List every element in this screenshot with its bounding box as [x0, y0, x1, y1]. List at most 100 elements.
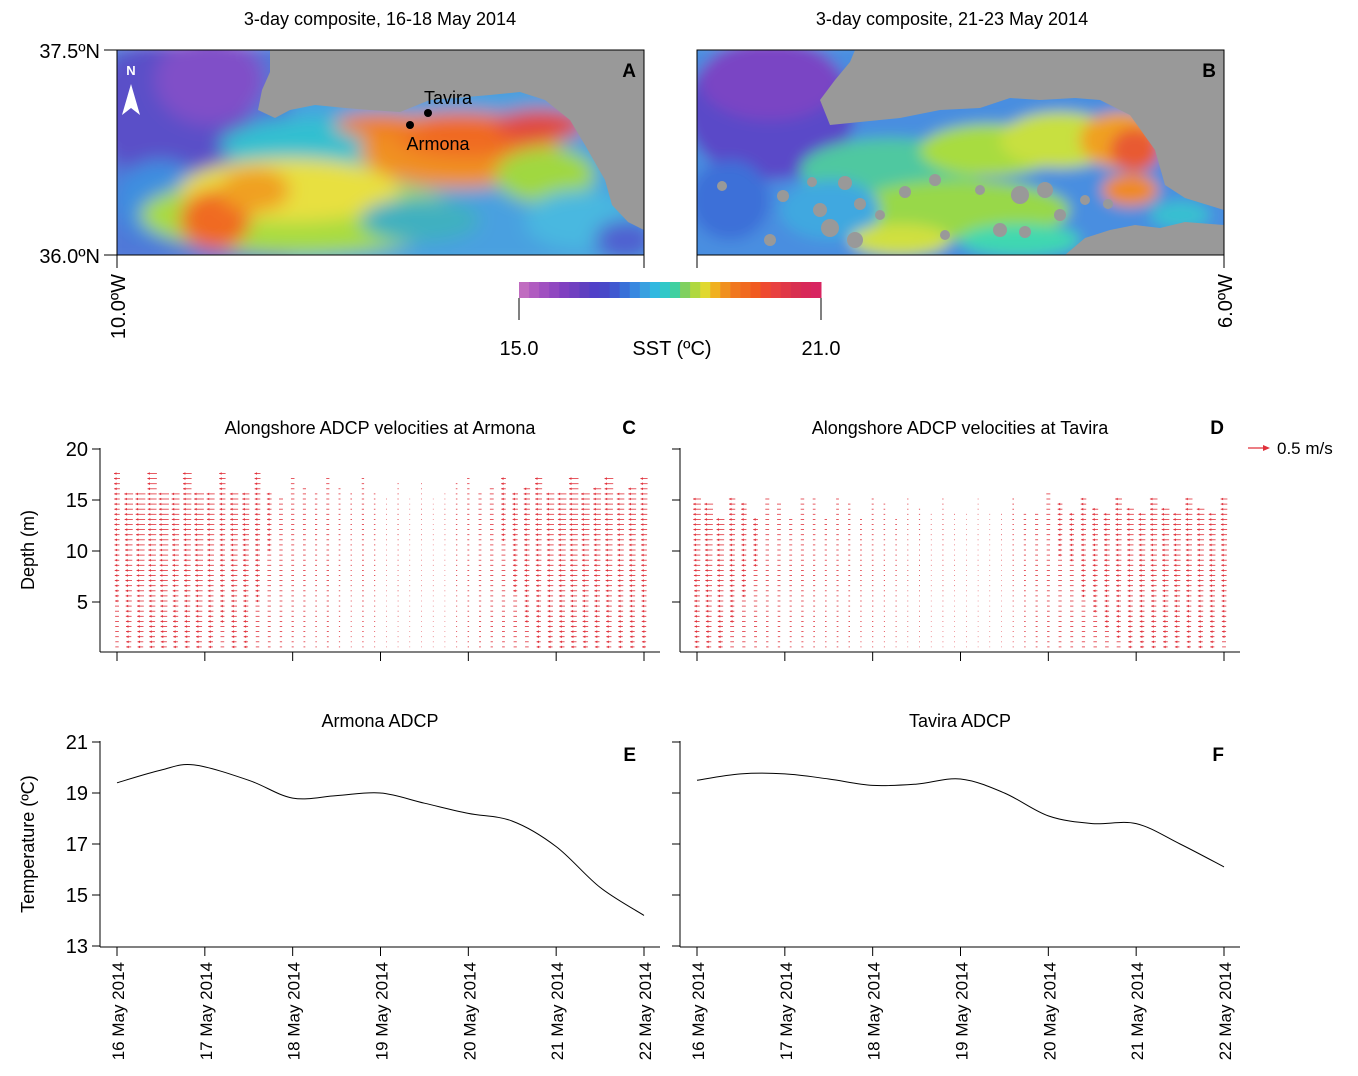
x-date-label: 17 May 2014 — [197, 962, 216, 1060]
velocity-arrowhead — [605, 564, 608, 567]
velocity-arrowhead — [594, 594, 597, 598]
velocity-arrowhead — [136, 558, 139, 562]
velocity-arrowhead — [741, 528, 744, 531]
velocity-arrowhead — [1163, 640, 1166, 644]
velocity-arrowhead — [641, 579, 644, 582]
velocity-arrowhead — [1116, 620, 1119, 623]
velocity-arrowhead — [1185, 558, 1189, 562]
velocity-arrowhead — [640, 477, 643, 480]
velocity-arrowhead — [125, 599, 129, 603]
velocity-arrowhead — [183, 569, 187, 572]
velocity-arrowhead — [159, 548, 162, 552]
velocity-arrowhead — [194, 518, 197, 521]
velocity-arrowhead — [194, 548, 198, 552]
velocity-arrowhead — [704, 543, 708, 547]
colorbar-swatch — [599, 282, 611, 298]
velocity-arrowhead — [729, 538, 732, 542]
velocity-arrowhead — [693, 538, 696, 542]
velocity-arrowhead — [1093, 609, 1096, 613]
x-date-label: 18 May 2014 — [865, 962, 884, 1060]
velocity-arrowhead — [114, 502, 117, 506]
velocity-arrowhead — [605, 589, 609, 593]
velocity-arrowhead — [559, 609, 562, 613]
velocity-d-x-ticks — [696, 652, 1225, 661]
velocity-arrowhead — [1197, 553, 1200, 557]
velocity-arrowhead — [195, 609, 199, 613]
velocity-arrowhead — [1162, 630, 1166, 633]
velocity-arrowhead — [605, 533, 608, 536]
velocity-arrowhead — [195, 569, 198, 572]
velocity-arrowhead — [137, 630, 140, 633]
velocity-arrowhead — [148, 543, 151, 547]
north-arrow-icon: N — [122, 63, 140, 115]
velocity-arrowhead — [184, 599, 187, 603]
velocity-arrowhead — [173, 620, 176, 623]
velocity-arrowhead — [219, 538, 223, 542]
lon-label-west: 10.0ºW — [108, 274, 130, 339]
velocity-arrowhead — [717, 594, 720, 598]
velocity-arrowhead — [558, 538, 561, 542]
velocity-arrowhead — [114, 538, 118, 542]
velocity-arrowhead — [1127, 564, 1130, 567]
velocity-arrowhead — [641, 609, 645, 613]
velocity-arrowhead — [629, 599, 633, 603]
velocity-arrowhead — [523, 513, 527, 516]
velocity-arrowhead — [172, 604, 176, 608]
velocity-arrowhead — [1139, 569, 1142, 572]
velocity-arrowhead — [114, 553, 118, 557]
velocity-arrowhead — [705, 609, 709, 613]
colorbar-swatch — [670, 282, 681, 298]
velocity-arrowhead — [208, 640, 211, 644]
velocity-arrowhead — [242, 543, 246, 547]
velocity-arrowhead — [207, 589, 211, 593]
velocity-arrowhead — [605, 548, 608, 552]
colorbar-swatch — [720, 282, 731, 298]
velocity-arrowhead — [126, 635, 129, 638]
velocity-arrowhead — [558, 543, 561, 547]
velocity-arrowhead — [570, 615, 574, 618]
colorbar-swatch — [780, 282, 792, 298]
velocity-arrowhead — [741, 543, 744, 547]
velocity-arrowhead — [501, 533, 504, 536]
velocity-arrowhead — [1196, 507, 1200, 511]
velocity-arrowhead — [704, 502, 707, 506]
velocity-arrowhead — [255, 569, 258, 572]
velocity-arrowhead — [172, 558, 175, 562]
velocity-arrowhead — [1197, 594, 1201, 598]
velocity-arrowhead — [753, 558, 756, 562]
velocity-arrowhead — [569, 533, 573, 536]
velocity-arrowhead — [219, 548, 223, 552]
velocity-arrowhead — [182, 482, 186, 485]
velocity-arrowhead — [206, 513, 210, 516]
velocity-arrowhead — [1173, 523, 1176, 526]
velocity-arrowhead — [1127, 569, 1130, 572]
station-armona-label: Armona — [406, 134, 470, 154]
velocity-arrowhead — [524, 609, 528, 613]
colorbar-swatch — [529, 282, 540, 298]
velocity-arrowhead — [1116, 615, 1119, 618]
velocity-arrowhead — [1197, 543, 1200, 547]
velocity-arrowhead — [718, 635, 721, 638]
velocity-arrowhead — [606, 645, 609, 649]
colorbar-swatch — [649, 282, 661, 298]
velocity-arrowhead — [1139, 630, 1143, 633]
velocity-arrowhead — [629, 625, 633, 628]
velocity-scale: 0.5 m/s — [1248, 439, 1333, 458]
velocity-arrowhead — [582, 604, 585, 608]
velocity-arrowhead — [219, 507, 222, 511]
velocity-arrowhead — [254, 477, 258, 480]
velocity-arrowhead — [125, 564, 128, 567]
velocity-arrowhead — [1173, 553, 1177, 557]
velocity-arrowhead — [1126, 523, 1130, 526]
velocity-arrowhead — [1186, 625, 1190, 628]
velocity-arrowhead — [617, 543, 620, 547]
velocity-arrowhead — [729, 599, 733, 603]
velocity-arrowhead — [524, 599, 528, 603]
velocity-arrowhead — [219, 472, 222, 475]
velocity-arrowhead — [617, 553, 620, 557]
velocity-arrowhead — [1150, 523, 1153, 526]
velocity-arrowhead — [149, 615, 152, 618]
velocity-arrowhead — [693, 569, 697, 572]
velocity-arrowhead — [1069, 553, 1073, 557]
velocity-arrowhead — [243, 574, 246, 577]
